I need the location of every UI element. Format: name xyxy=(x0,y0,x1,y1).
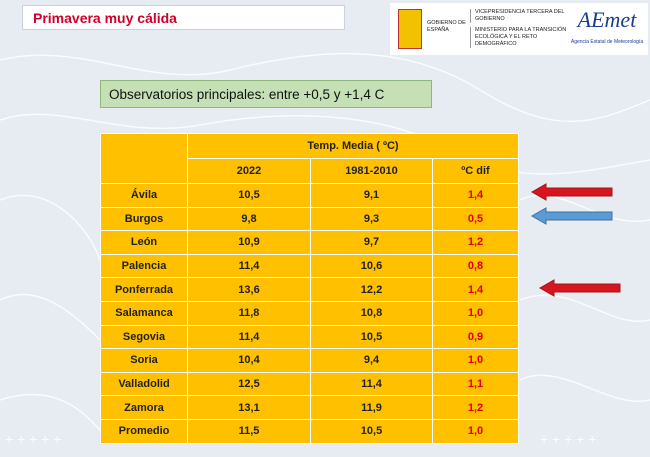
row: Valladolid 12,5 11,4 1,1 xyxy=(100,371,520,397)
diff-cell: 1,0 xyxy=(431,418,520,444)
row: Soria 10,4 9,4 1,0 xyxy=(100,348,520,373)
ministerio: MINISTERIO PARA LA TRANSICIÓN ECOLÓGICA … xyxy=(470,27,570,48)
title: Primavera muy cálida xyxy=(33,10,177,26)
cell: 13,1 xyxy=(187,395,311,420)
station: Ávila xyxy=(100,183,188,208)
diff-cell: 1,4 xyxy=(431,183,520,208)
aemet-logo: AEmet Agencia Estatal de Meteorología xyxy=(568,5,646,53)
cell: 11,4 xyxy=(187,324,311,350)
row: Salamanca 11,8 10,8 1,0 xyxy=(100,300,520,326)
cell: 10,5 xyxy=(310,324,433,350)
column-header: 1981-2010 xyxy=(310,158,433,184)
station: Soria xyxy=(100,348,188,373)
row: Ponferrada 13,6 12,2 1,4 xyxy=(100,277,520,302)
diff-cell: 1,0 xyxy=(431,348,520,373)
cell: 11,4 xyxy=(187,253,311,279)
arrow-blue xyxy=(530,207,613,225)
station: Promedio xyxy=(100,418,188,444)
cell: 11,8 xyxy=(187,300,311,326)
row: Ávila 10,5 9,1 1,4 xyxy=(100,183,520,208)
corner-cell xyxy=(100,133,188,184)
subtitle: Observatorios principales: entre +0,5 y … xyxy=(109,87,385,102)
row: Burgos 9,8 9,3 0,5 xyxy=(100,206,520,232)
station: Burgos xyxy=(100,206,188,232)
diff-cell: 1,4 xyxy=(431,277,520,302)
row: Segovia 11,4 10,5 0,9 xyxy=(100,324,520,350)
cell: 10,5 xyxy=(310,418,433,444)
gobierno: GOBIERNO DE ESPAÑA xyxy=(427,20,466,33)
arrow-red xyxy=(530,183,613,201)
logo: GOBIERNO DE ESPAÑA VICEPRESIDENCIA TERCE… xyxy=(390,3,648,55)
diff-cell: 1,0 xyxy=(431,300,520,326)
row: Zamora 13,1 11,9 1,2 xyxy=(100,395,520,420)
cell: 10,5 xyxy=(187,183,311,208)
cell: 10,4 xyxy=(187,348,311,373)
diff-cell: 1,2 xyxy=(431,230,520,255)
table: Temp. Media ( ºC) 2022 1981-2010 ºC dif Ávil… xyxy=(100,133,520,444)
row: Promedio 11,5 10,5 1,0 xyxy=(100,418,520,444)
station: Salamanca xyxy=(100,300,188,326)
arrow-red xyxy=(538,279,621,297)
cell: 10,6 xyxy=(310,253,433,279)
row: Palencia 11,4 10,6 0,8 xyxy=(100,253,520,279)
cell: 12,2 xyxy=(310,277,433,302)
cell: 12,5 xyxy=(187,371,311,397)
title-box: Primavera muy cálida xyxy=(22,5,345,30)
subtitle-box: Observatorios principales: entre +0,5 y … xyxy=(100,80,432,108)
cell: 10,8 xyxy=(310,300,433,326)
svg-text:+ + + + +: + + + + + xyxy=(540,431,596,447)
cell: 9,1 xyxy=(310,183,433,208)
station: Zamora xyxy=(100,395,188,420)
cell: 11,9 xyxy=(310,395,433,420)
svg-text:+ + + + +: + + + + + xyxy=(5,431,61,447)
aemet-full: Agencia Estatal de Meteorología xyxy=(570,39,644,45)
diff-cell: 0,9 xyxy=(431,324,520,350)
vicepresidencia: VICEPRESIDENCIA TERCERA DEL GOBIERNO xyxy=(470,9,570,23)
diff-cell: 1,1 xyxy=(431,371,520,397)
header-row: 2022 1981-2010 ºC dif xyxy=(101,158,520,184)
diff-cell: 1,2 xyxy=(431,395,520,420)
cell: 9,3 xyxy=(310,206,433,232)
diff-cell: 0,8 xyxy=(431,253,520,279)
cell: 11,5 xyxy=(187,418,311,444)
station: Segovia xyxy=(100,324,188,350)
diff-cell: 0,5 xyxy=(431,206,520,232)
aemet-name: AEmet xyxy=(577,7,637,32)
station: Ponferrada xyxy=(100,277,188,302)
cell: 9,4 xyxy=(310,348,433,373)
column-header: 2022 xyxy=(187,158,311,184)
coat-of-arms xyxy=(398,9,422,49)
column-header: ºC dif xyxy=(431,158,520,184)
